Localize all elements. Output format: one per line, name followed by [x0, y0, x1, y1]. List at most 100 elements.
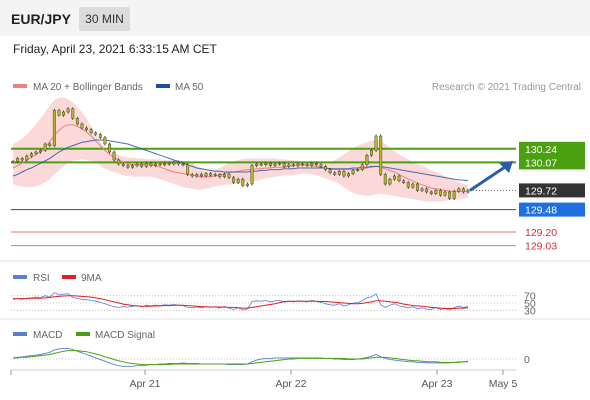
candle-body — [379, 135, 383, 175]
macd-tick-label: 0 — [524, 354, 530, 366]
candle-body — [282, 162, 286, 167]
candle-body — [190, 174, 194, 177]
x-axis-tick-label: Apr 23 — [422, 378, 453, 390]
candle-body — [209, 173, 213, 176]
candle-body — [213, 174, 217, 176]
legend-ma20-label: MA 20 + Bollinger Bands — [33, 82, 143, 93]
pivot-price-tag — [519, 202, 585, 217]
candle-body — [236, 178, 240, 183]
candle-body — [103, 137, 107, 145]
candle-body — [98, 134, 102, 138]
legend-macd-signal-label: MACD Signal — [95, 330, 155, 341]
x-axis-tick-label: May 5 — [489, 378, 518, 390]
candle-body — [402, 180, 406, 183]
candle-body — [250, 165, 254, 185]
candle-body — [20, 158, 24, 161]
candle-body — [66, 108, 70, 113]
candle-body — [62, 111, 66, 116]
candle-body — [393, 175, 396, 180]
candle-body — [406, 182, 410, 188]
forecast-arrow-shaft — [469, 163, 509, 192]
candle-body — [218, 174, 222, 177]
forecast-arrow-layer — [469, 161, 513, 192]
candles-layer — [11, 107, 470, 200]
candle-body — [89, 129, 93, 134]
candle-body — [149, 162, 153, 166]
candle-body — [39, 150, 43, 153]
candle-body — [181, 163, 185, 166]
candle-body — [121, 163, 125, 166]
candle-body — [301, 163, 305, 166]
legend-macd-label: MACD — [33, 330, 62, 341]
candle-body — [75, 118, 79, 125]
resistance-price-label: 130.07 — [525, 157, 557, 169]
x-axis-layer: Apr 21 Apr 22 Apr 23 May 5 — [10, 370, 518, 390]
moving-averages-layer — [12, 124, 469, 192]
candle-body — [245, 183, 249, 186]
candle-body — [158, 163, 162, 166]
legend-rsi-swatch — [13, 275, 27, 279]
support-price-label: 129.03 — [525, 241, 557, 253]
ma50-line — [12, 139, 469, 182]
legend-ma50-label: MA 50 — [175, 82, 204, 93]
legend-ma20-swatch — [13, 84, 27, 88]
candle-body — [241, 178, 245, 186]
candle-body — [443, 191, 447, 196]
rsi-line — [12, 292, 469, 311]
candle-body — [457, 188, 461, 192]
bollinger-band-area — [13, 97, 468, 202]
candle-body — [172, 162, 176, 165]
candle-body — [57, 110, 61, 116]
candle-body — [415, 183, 419, 191]
pivot-price-label: 129.48 — [525, 205, 557, 217]
candle-body — [43, 143, 47, 151]
ma20-line — [12, 124, 468, 192]
candle-body — [370, 150, 373, 156]
timeframe-label: 30 MIN — [85, 12, 124, 26]
price-levels-layer — [11, 147, 516, 247]
macd-layer: 0 — [11, 347, 530, 367]
candle-body — [227, 174, 231, 178]
candle-body — [222, 174, 226, 177]
candle-body — [278, 162, 282, 165]
bollinger-band-layer — [13, 97, 468, 202]
candle-body — [420, 188, 424, 191]
current-price-label: 129.72 — [525, 185, 557, 197]
candle-body — [16, 158, 20, 162]
candle-body — [268, 162, 272, 166]
timeframe-button[interactable] — [79, 7, 130, 31]
credit-label: Research © 2021 Trading Central — [432, 82, 581, 93]
candle-body — [461, 188, 465, 193]
candle-body — [186, 164, 190, 175]
legend-ma50-swatch — [156, 84, 170, 88]
resistance-price-tag — [519, 141, 585, 156]
candle-body — [360, 164, 364, 170]
candle-body — [374, 135, 378, 151]
candle-body — [140, 163, 144, 167]
rsi-tick-label: 30 — [524, 305, 536, 317]
legend-macd-swatch — [13, 332, 27, 336]
candle-body — [291, 164, 295, 167]
candle-body — [434, 190, 438, 194]
candle-body — [176, 162, 180, 165]
candle-body — [11, 161, 15, 163]
legend-9ma-label: 9MA — [81, 273, 102, 284]
candle-body — [195, 174, 199, 177]
candle-body — [429, 191, 433, 194]
candle-body — [34, 151, 38, 154]
candle-body — [29, 153, 33, 157]
macd-signal-line — [13, 350, 468, 366]
candle-body — [264, 162, 268, 165]
candle-body — [167, 162, 171, 165]
candle-body — [112, 151, 116, 161]
candle-body — [273, 163, 277, 166]
support-price-label: 129.20 — [525, 227, 557, 239]
candle-body — [25, 155, 29, 161]
candle-body — [80, 123, 84, 129]
candle-body — [328, 169, 332, 174]
candle-body — [287, 164, 291, 167]
